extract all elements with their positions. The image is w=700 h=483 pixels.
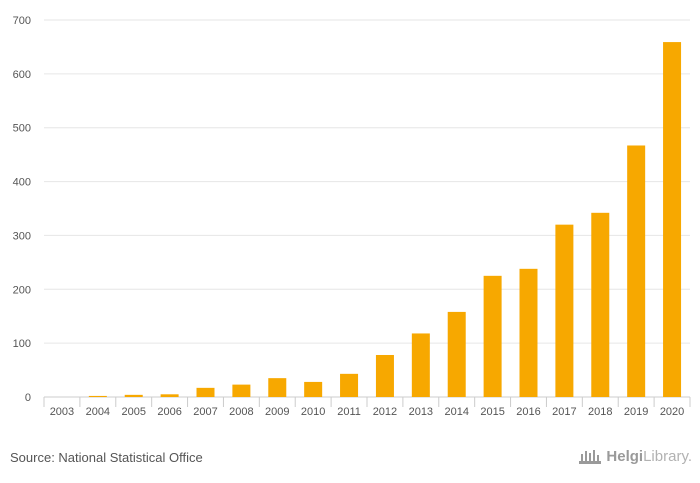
bar-2010[interactable]: [304, 381, 323, 397]
x-tick-label: 2011: [337, 406, 361, 418]
x-tick-label: 2017: [552, 406, 576, 418]
brand-name-bold: Helgi: [606, 448, 644, 465]
bar-2018[interactable]: [591, 212, 610, 397]
bar-2020[interactable]: [663, 42, 682, 398]
bars: [88, 42, 682, 398]
bar-2016[interactable]: [519, 268, 538, 397]
x-tick-label: 2010: [301, 406, 325, 418]
x-tick-label: 2005: [121, 406, 145, 418]
library-building-icon: [579, 449, 602, 464]
x-tick-label: 2019: [624, 406, 648, 418]
x-tick-label: 2006: [157, 406, 181, 418]
x-tick-label: 2014: [444, 406, 468, 418]
y-tick-label: 700: [13, 15, 31, 27]
x-tick-label: 2008: [229, 406, 253, 418]
bar-2004[interactable]: [88, 395, 107, 397]
x-tick-label: 2013: [409, 406, 433, 418]
bar-2019[interactable]: [627, 145, 646, 397]
bar-2013[interactable]: [411, 333, 430, 397]
y-tick-label: 100: [13, 338, 31, 350]
bar-2015[interactable]: [483, 275, 502, 397]
helgi-library-logo[interactable]: HelgiLibrary.: [578, 448, 692, 465]
bar-2005[interactable]: [124, 394, 143, 397]
bar-2011[interactable]: [340, 373, 359, 397]
x-tick-label: 2003: [50, 406, 74, 418]
y-tick-label: 600: [13, 69, 31, 81]
source-note: Source: National Statistical Office: [10, 450, 203, 465]
y-tick-label: 200: [13, 284, 31, 296]
y-tick-label: 500: [13, 123, 31, 135]
x-tick-label: 2007: [193, 406, 217, 418]
gridlines: [44, 19, 690, 398]
bar-2006[interactable]: [160, 394, 179, 397]
bar-2007[interactable]: [196, 387, 215, 397]
x-tick-label: 2004: [86, 406, 110, 418]
x-tick-label: 2012: [373, 406, 397, 418]
x-tick-label: 2009: [265, 406, 289, 418]
x-tick-label: 2020: [660, 406, 684, 418]
x-tick-label: 2016: [516, 406, 540, 418]
bar-2014[interactable]: [447, 311, 466, 397]
x-axis: 2003 2004 2005 2006 2007 2008 2009 2010 2011 2012…: [43, 397, 691, 418]
bar-2012[interactable]: [375, 354, 394, 397]
y-tick-label: 400: [13, 177, 31, 189]
y-tick-label: 0: [25, 392, 31, 404]
bar-2008[interactable]: [232, 384, 251, 397]
x-tick-label: 2018: [588, 406, 612, 418]
bar-2017[interactable]: [555, 224, 574, 397]
y-tick-label: 300: [13, 230, 31, 242]
x-tick-label: 2015: [480, 406, 504, 418]
bar-2009[interactable]: [268, 378, 287, 397]
brand-name-light: Library.: [643, 448, 692, 465]
y-axis: 0 100 200 300 400 500 600 700: [13, 15, 31, 404]
